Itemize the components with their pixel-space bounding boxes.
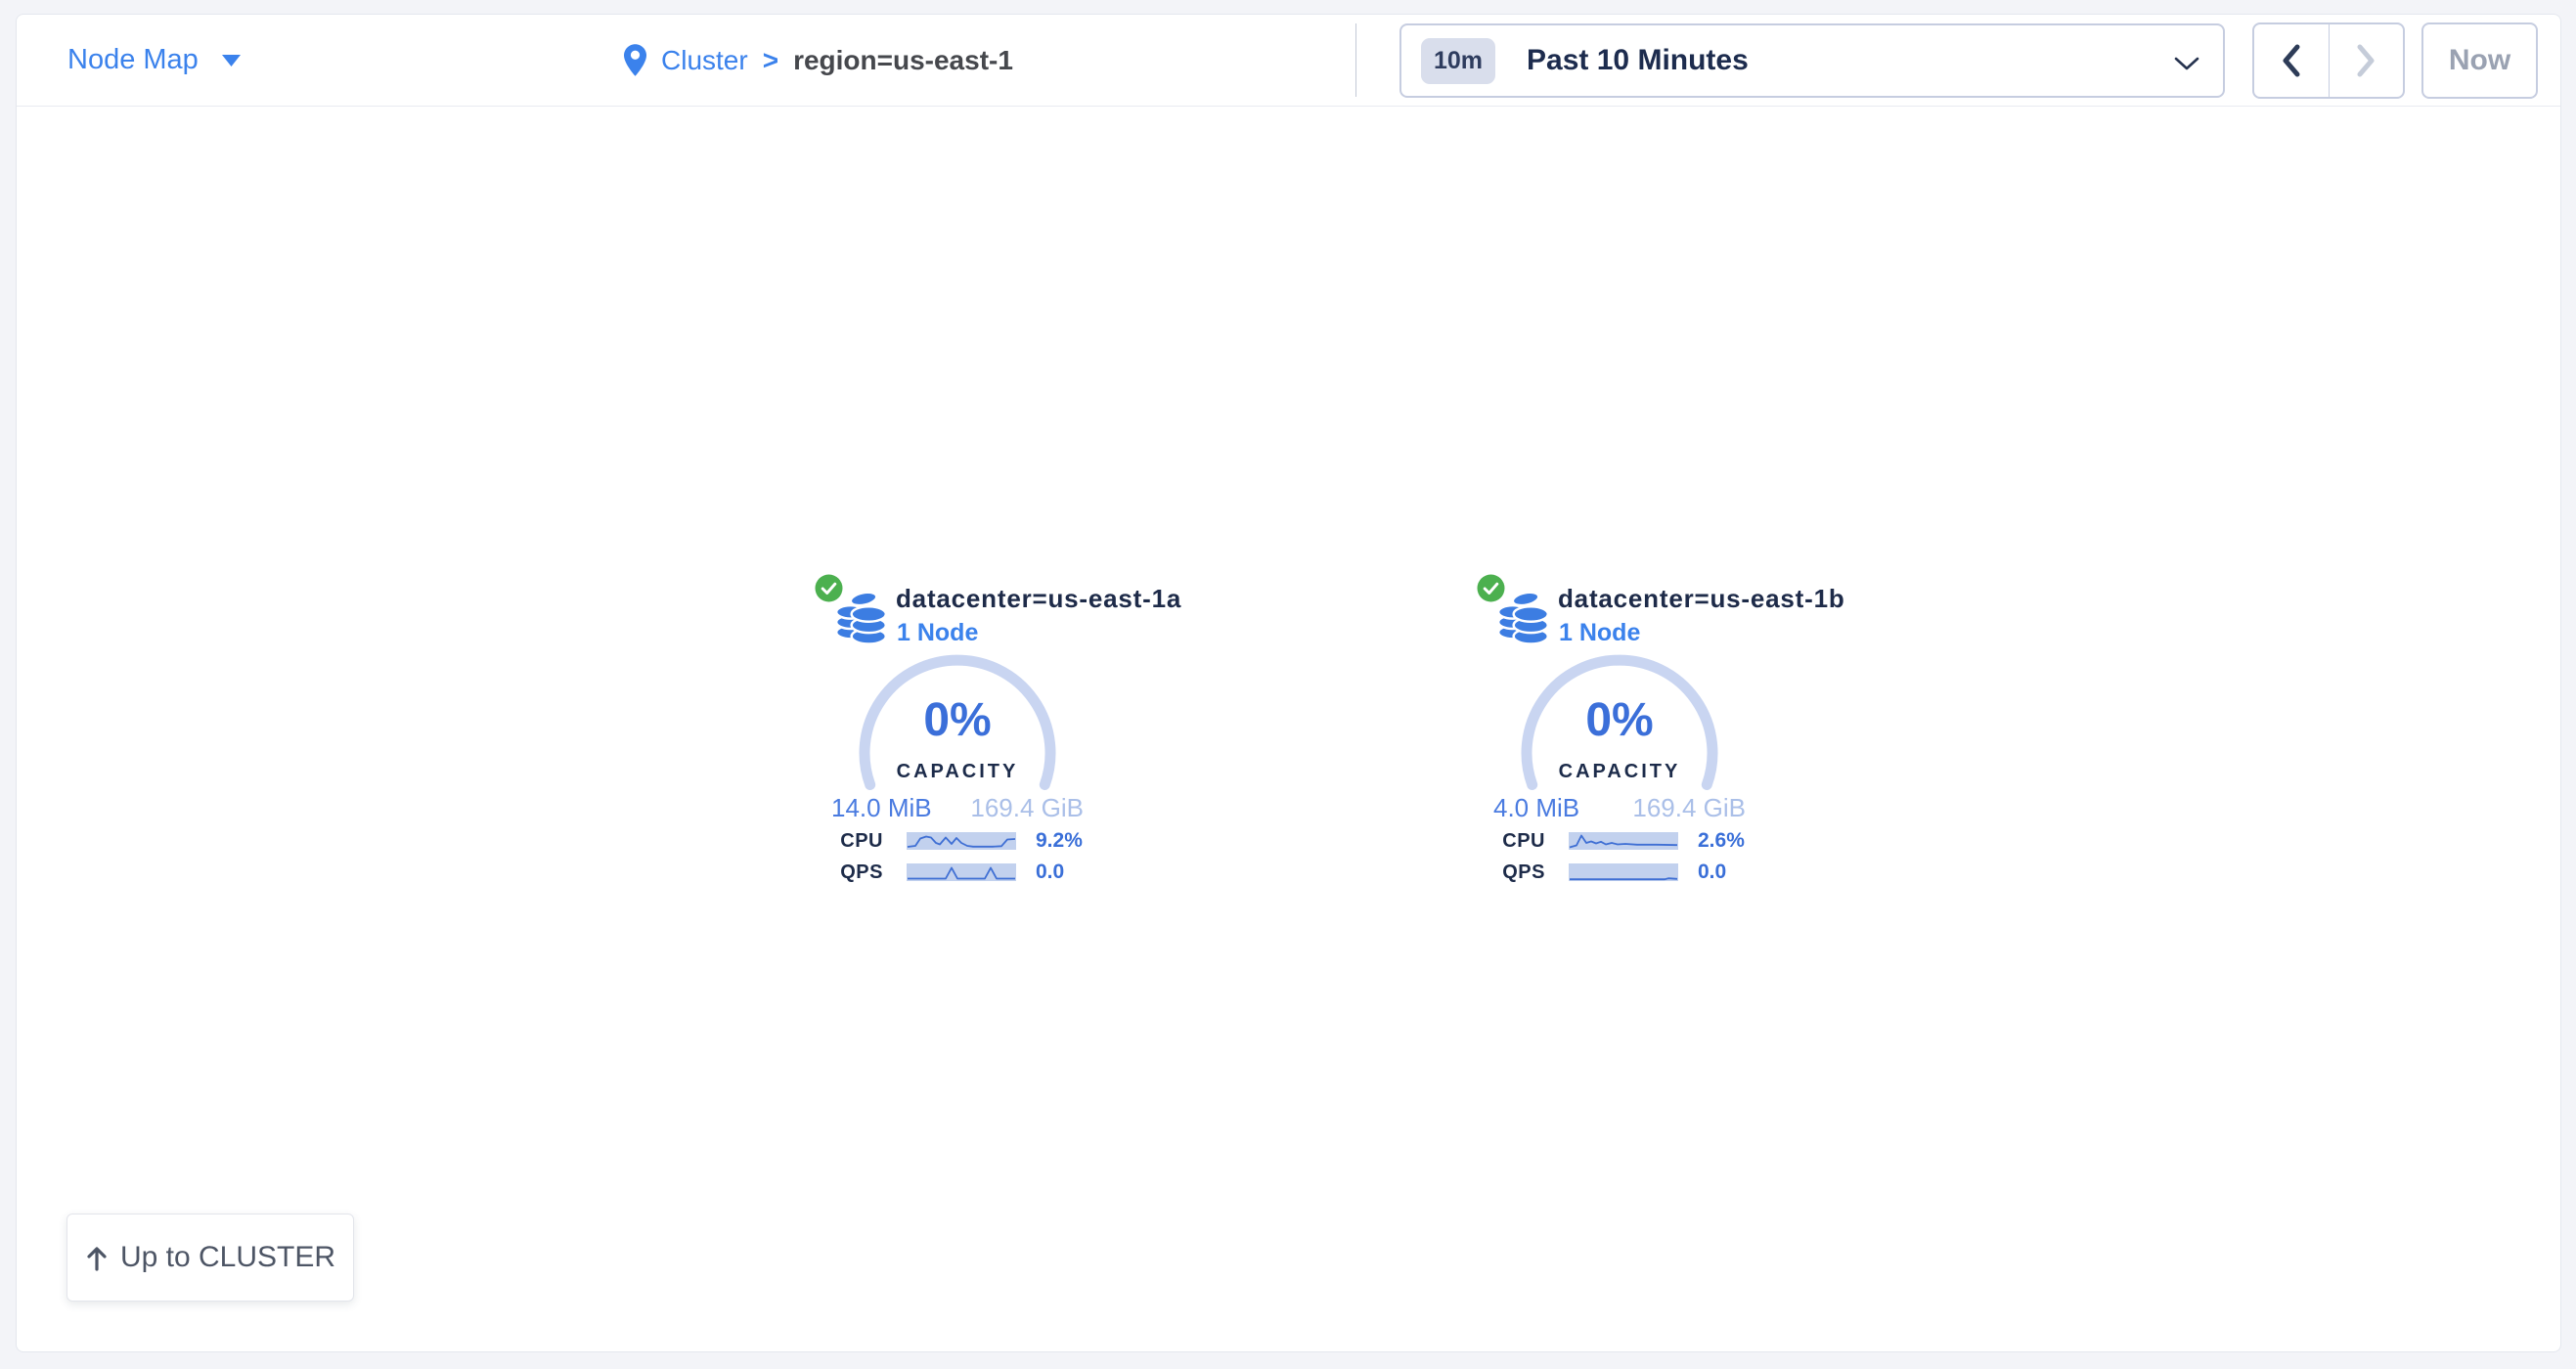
up-to-cluster-label: Up to CLUSTER <box>119 1241 336 1273</box>
datacenter-title: datacenter=us-east-1a <box>896 584 1182 613</box>
breadcrumb-separator: > <box>762 44 779 75</box>
capacity-gauge: 0% CAPACITY <box>859 654 1056 852</box>
map-pin-icon <box>624 44 646 76</box>
time-nav-group <box>2252 22 2405 99</box>
node-map-panel: Node Map Cluster > region=us-east-1 10m … <box>16 14 2561 1352</box>
time-range-dropdown[interactable]: 10m Past 10 Minutes <box>1399 23 2225 98</box>
qps-value: 0.0 <box>1036 861 1065 883</box>
header-divider <box>1355 23 1356 97</box>
chevron-right-icon <box>2357 44 2375 77</box>
qps-metric-row: QPS 0.0 <box>840 861 1083 883</box>
time-range-label: Past 10 Minutes <box>1527 44 1749 76</box>
time-prev-button[interactable] <box>2254 24 2330 97</box>
cpu-value: 9.2% <box>1036 829 1083 852</box>
capacity-label: CAPACITY <box>896 761 1019 782</box>
capacity-used: 4.0 MiB <box>1493 793 1580 822</box>
metrics-block: CPU 2.6% QPS 0.0 <box>1502 829 1745 893</box>
time-next-button[interactable] <box>2330 24 2404 97</box>
capacity-total: 169.4 GiB <box>970 793 1084 822</box>
capacity-arc <box>859 654 1056 790</box>
database-icon <box>1497 591 1550 644</box>
qps-metric-row: QPS 0.0 <box>1502 861 1745 883</box>
chevron-left-icon <box>2283 44 2300 77</box>
breadcrumb-cluster-link[interactable]: Cluster <box>661 44 748 75</box>
cpu-metric-row: CPU 2.6% <box>1502 829 1745 852</box>
capacity-total: 169.4 GiB <box>1632 793 1746 822</box>
cpu-value: 2.6% <box>1698 829 1745 852</box>
cpu-label: CPU <box>1502 829 1545 852</box>
header-bar: Node Map Cluster > region=us-east-1 10m … <box>17 15 2560 107</box>
breadcrumb-current: region=us-east-1 <box>793 44 1013 75</box>
capacity-percent: 0% <box>1585 694 1654 746</box>
qps-sparkline <box>1569 863 1678 881</box>
capacity-used: 14.0 MiB <box>831 793 932 822</box>
capacity-values: 4.0 MiB 169.4 GiB <box>1493 793 1746 823</box>
qps-sparkline <box>907 863 1016 881</box>
cpu-sparkline <box>1569 832 1678 850</box>
qps-label: QPS <box>840 861 883 883</box>
capacity-percent: 0% <box>923 694 992 746</box>
cpu-metric-row: CPU 9.2% <box>840 829 1083 852</box>
time-range-badge: 10m <box>1421 37 1496 84</box>
capacity-values: 14.0 MiB 169.4 GiB <box>831 793 1084 823</box>
cpu-label: CPU <box>840 829 883 852</box>
caret-down-icon <box>221 54 241 66</box>
up-to-cluster-button[interactable]: Up to CLUSTER <box>67 1214 354 1302</box>
capacity-arc <box>1521 654 1718 790</box>
metrics-block: CPU 9.2% QPS 0.0 <box>840 829 1083 893</box>
capacity-label: CAPACITY <box>1558 761 1681 782</box>
datacenter-title: datacenter=us-east-1b <box>1558 584 1845 613</box>
qps-label: QPS <box>1502 861 1545 883</box>
check-circle-icon <box>815 574 843 602</box>
datacenter-node-count: 1 Node <box>897 619 979 646</box>
breadcrumb: Cluster > region=us-east-1 <box>624 15 1013 106</box>
qps-value: 0.0 <box>1698 861 1727 883</box>
view-mode-selector[interactable]: Node Map <box>67 15 241 106</box>
chevron-down-icon <box>2174 57 2199 70</box>
datacenter-node-count: 1 Node <box>1559 619 1641 646</box>
cpu-sparkline <box>907 832 1016 850</box>
view-mode-label: Node Map <box>67 44 199 75</box>
datacenter-card[interactable]: datacenter=us-east-1a 1 Node 0% CAPACITY… <box>791 568 1180 910</box>
check-circle-icon <box>1477 574 1505 602</box>
datacenter-card[interactable]: datacenter=us-east-1b 1 Node 0% CAPACITY… <box>1453 568 1844 910</box>
capacity-gauge: 0% CAPACITY <box>1521 654 1718 852</box>
database-icon <box>835 591 888 644</box>
arrow-up-icon <box>87 1246 107 1271</box>
now-button[interactable]: Now <box>2421 22 2538 99</box>
